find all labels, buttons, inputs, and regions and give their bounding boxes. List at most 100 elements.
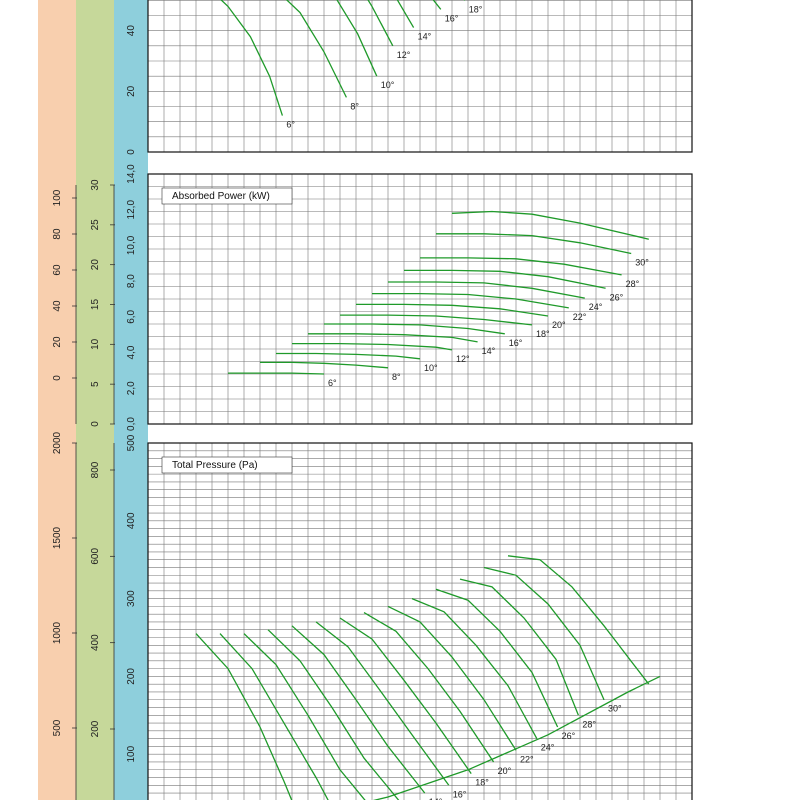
series-line-16deg	[324, 323, 505, 335]
y-tick-label: 300	[126, 590, 137, 607]
unit-band-3	[114, 0, 148, 800]
title-text: Absorbed Power (kW)	[172, 191, 270, 202]
chart-title: Total Pressure (Pa)	[161, 456, 293, 474]
y-tick-label: 0,0	[126, 417, 137, 431]
y-tick-label: 12,0	[126, 200, 137, 220]
curve-label: 22°	[520, 754, 534, 764]
power-band2-tick: 0	[90, 421, 101, 427]
series-line-20deg	[356, 303, 549, 317]
curve-label: 30°	[635, 257, 649, 267]
title-text: Total Pressure (Pa)	[172, 460, 258, 471]
plot-frame	[147, 173, 693, 425]
series-line-8deg	[260, 361, 389, 369]
power-band2-tick: 5	[90, 381, 101, 387]
power-band2-tick: 10	[90, 338, 101, 350]
series-line-12deg	[367, 0, 394, 47]
plot-frame	[147, 0, 693, 153]
curve-label: 10°	[381, 80, 395, 90]
curve-label: 16°	[445, 13, 459, 23]
power-band1-tick: 100	[52, 189, 63, 206]
power-band2-tick: 20	[90, 259, 101, 271]
y-tick-label: 2,0	[126, 381, 137, 395]
y-tick-label: 200	[126, 668, 137, 685]
series-curves	[195, 555, 650, 800]
title-box	[161, 456, 293, 474]
curve-label: 18°	[536, 329, 550, 339]
y-tick-label: 500	[126, 434, 137, 451]
series-line-24deg	[411, 597, 538, 739]
series-line-22deg	[372, 292, 569, 309]
curve-label: 12°	[397, 50, 411, 60]
series-line-26deg	[435, 588, 559, 728]
y-tick-label: 0	[126, 149, 137, 155]
power-band1-tick: 20	[52, 336, 63, 348]
y-tick-label: 100	[126, 745, 137, 762]
y-tick-label: 4,0	[126, 345, 137, 359]
curve-label: 20°	[488, 0, 502, 1]
series-line-22deg	[387, 605, 517, 751]
series-line-18deg	[339, 617, 472, 774]
chart-title: Absorbed Power (kW)	[161, 187, 293, 205]
title-box	[161, 187, 293, 205]
curve-label: 20°	[498, 766, 512, 776]
curve-label: 14°	[482, 346, 496, 356]
series-line-26deg	[404, 269, 606, 289]
series-line-14deg	[308, 333, 478, 343]
y-tick-label: 40	[126, 25, 137, 37]
series-line-30deg	[483, 566, 605, 700]
series-line-28deg	[420, 257, 622, 276]
vel-pressure-line	[372, 675, 661, 800]
pressure-band2-tick: 400	[90, 634, 101, 651]
curve-label: 16°	[509, 338, 523, 348]
curve-label: 16°	[453, 789, 467, 799]
pressure-band1-tick: 500	[52, 719, 63, 736]
series-line-8deg	[285, 0, 347, 98]
series-line-32deg	[507, 555, 650, 685]
power-band1-tick: 40	[52, 300, 63, 312]
plot-frame	[147, 442, 693, 800]
curve-label: 8°	[350, 101, 359, 111]
power-band1-tick: 80	[52, 228, 63, 240]
curve-label: 28°	[582, 719, 596, 729]
side-axis-ticks: 2000150010005008006004002001008060402003…	[52, 179, 115, 800]
series-line-32deg	[451, 210, 649, 240]
series-line-6deg	[195, 633, 293, 800]
series-line-12deg	[292, 342, 453, 351]
series-line-8deg	[219, 633, 329, 800]
y-tick-label: 14,0	[126, 164, 137, 184]
series-curves	[228, 210, 649, 375]
pressure-band2-tick: 200	[90, 720, 101, 737]
absorbed-power-panel: 0,0 2,0 4,0 6,0 8,0 10,0 12,0 14,0 Absorbed Powe…	[126, 164, 693, 431]
curve-label: 24°	[541, 743, 555, 753]
curve-labels: 6° 8° 10° 12° 14° 16° 18°20° 22°24° 26°28° 30°	[328, 257, 649, 388]
curve-label: 18°	[469, 4, 483, 14]
y-tick-label: 400	[126, 512, 137, 529]
curve-label: 20°	[552, 320, 566, 330]
gridlines	[147, 173, 693, 425]
series-line-14deg	[396, 0, 415, 28]
unit-band-2	[76, 0, 114, 800]
series-line-10deg	[276, 352, 421, 360]
series-line-16deg	[315, 621, 450, 786]
series-line-6deg	[220, 0, 284, 116]
series-line-28deg	[459, 578, 580, 716]
curve-label: 14°	[418, 32, 432, 42]
pressure-band2-tick: 600	[90, 548, 101, 565]
curve-label: 26°	[610, 292, 624, 302]
curve-labels: 8°10°12°14°16°18°20°22°24°26°28°30°	[429, 704, 622, 800]
power-band1-tick: 0	[52, 375, 63, 381]
curve-label: 8°	[392, 372, 401, 382]
y-tick-label: 8,0	[126, 274, 137, 288]
curve-label: 10°	[424, 363, 438, 373]
series-line-20deg	[363, 612, 495, 763]
series-line-16deg	[432, 0, 442, 10]
power-band2-tick: 15	[90, 299, 101, 311]
pressure-band1-tick: 2000	[52, 431, 63, 454]
curve-label: 12°	[456, 354, 470, 364]
curve-label: 6°	[328, 378, 337, 388]
series-curves	[220, 0, 466, 116]
pressure-band2-tick: 800	[90, 461, 101, 478]
series-line-18deg	[340, 314, 533, 326]
